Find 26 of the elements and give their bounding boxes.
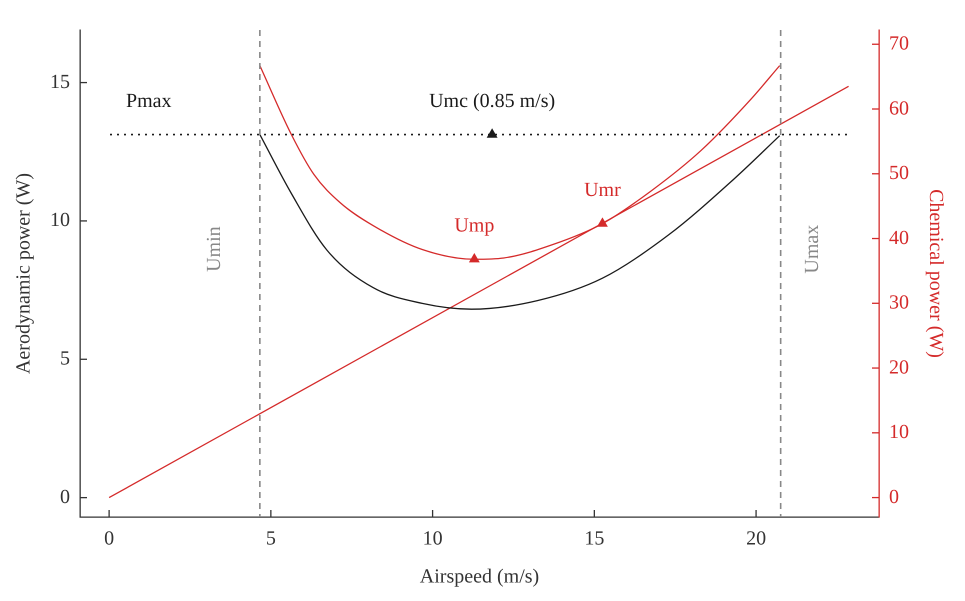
ref-line-label: Umax (800, 224, 823, 274)
x-tick-label: 15 (584, 527, 604, 550)
series-label: Ump (454, 214, 494, 237)
y-tick-label: 0 (60, 486, 70, 508)
y2-tick-label: 50 (889, 162, 909, 184)
y2-tick-label: 0 (889, 486, 899, 508)
x-tick-label: 20 (746, 527, 766, 550)
y2-tick-label: 10 (889, 421, 909, 444)
y2-tick-label: 40 (889, 226, 909, 249)
y2-tick-label: 70 (889, 32, 909, 54)
y2-axis-title: Chemical power (W) (924, 189, 947, 358)
y-tick-label: 5 (60, 348, 70, 370)
x-tick-label: 0 (104, 527, 114, 550)
x-tick-label: 5 (266, 527, 276, 550)
y-axis-title: Aerodynamic power (W) (12, 172, 34, 374)
y2-tick-label: 60 (889, 97, 909, 120)
x-tick-label: 10 (422, 527, 443, 550)
ref-line-label: Pmax (126, 90, 172, 112)
y-tick-label: 15 (50, 70, 70, 93)
y2-tick-label: 20 (889, 356, 909, 378)
series-label: Umc (0.85 m/s) (429, 90, 556, 112)
y2-tick-label: 30 (889, 292, 909, 314)
y-tick-label: 10 (50, 209, 70, 232)
x-axis-title: Airspeed (m/s) (420, 565, 540, 588)
series-label: Umr (584, 178, 622, 201)
ref-line-label: Umin (203, 226, 226, 272)
